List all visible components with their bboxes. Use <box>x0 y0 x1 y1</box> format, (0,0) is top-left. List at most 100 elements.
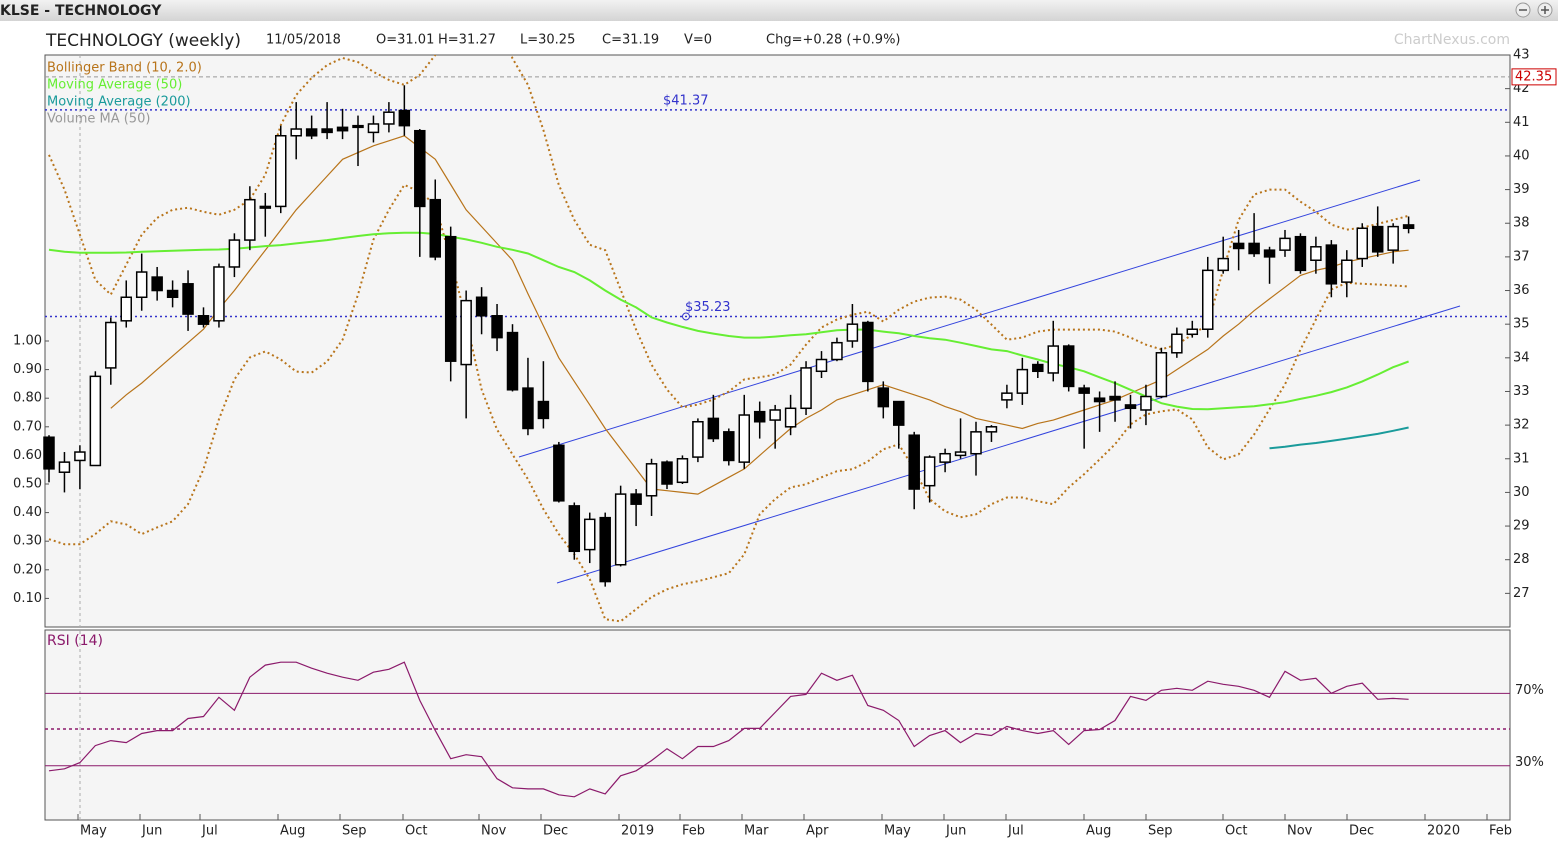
x-tick-label: Jun <box>945 824 966 839</box>
candle-body <box>1263 249 1276 258</box>
window-buttons[interactable] <box>1515 2 1553 18</box>
indicators <box>48 55 1409 623</box>
candle-body <box>321 128 333 134</box>
bollinger-lower <box>48 183 1409 623</box>
candle-body <box>1202 269 1214 330</box>
candle-body <box>584 518 596 551</box>
info-text: O=31.01 <box>376 33 434 48</box>
candle-body <box>1109 395 1121 401</box>
y2-tick-label: 0.90 <box>13 362 42 377</box>
candle-body <box>182 283 194 315</box>
candle-body <box>1140 395 1152 411</box>
x-tick-label: Oct <box>1225 824 1247 839</box>
candle-body <box>228 239 241 268</box>
x-tick-label: Feb <box>682 824 705 839</box>
y2-tick-label: 0.10 <box>13 591 42 606</box>
candle-body <box>1124 404 1137 410</box>
candle-body <box>661 461 673 485</box>
x-tick-label: Sep <box>1148 824 1173 839</box>
x-tick-label: Jul <box>201 824 218 839</box>
candle-body <box>444 235 457 362</box>
candle-body <box>630 493 642 505</box>
candle-body <box>135 271 148 299</box>
y-tick-label: 37 <box>1513 249 1530 264</box>
candle-body <box>1032 363 1044 373</box>
candle-body <box>707 417 720 440</box>
y2-tick-label: 0.60 <box>13 448 42 463</box>
candle-body <box>1186 328 1199 336</box>
candle-body <box>89 375 102 467</box>
candle-body <box>1001 392 1013 401</box>
candle-body <box>923 456 936 487</box>
candle-body <box>692 421 704 458</box>
y-tick-label: 43 <box>1513 48 1530 63</box>
info-text: 11/05/2018 <box>266 33 341 48</box>
y-tick-label: 31 <box>1513 451 1530 466</box>
price-line-label: $35.23 <box>685 300 731 315</box>
y2-tick-label: 0.20 <box>13 562 42 577</box>
y-tick-label: 33 <box>1513 384 1530 399</box>
bollinger-upper <box>48 55 1409 409</box>
candle-body <box>151 276 163 292</box>
bollinger-mid <box>110 135 1409 495</box>
y2-tick-label: 0.30 <box>13 534 42 549</box>
candle-body <box>893 400 905 426</box>
candle-body <box>290 128 302 137</box>
candle-body <box>800 367 812 410</box>
candle-body <box>815 358 828 373</box>
price-tag-label: 42.35 <box>1515 69 1552 84</box>
y-tick-label: 30 <box>1513 485 1530 500</box>
x-tick-label: Apr <box>806 824 829 839</box>
y-tick-label: 35 <box>1513 317 1530 332</box>
candle-body <box>275 135 287 208</box>
candle-body <box>1356 227 1368 260</box>
info-text: V=0 <box>684 33 712 48</box>
y-tick-label: 40 <box>1513 148 1530 163</box>
candle-body <box>908 434 920 490</box>
candle-body <box>568 505 581 553</box>
candle-body <box>985 426 998 433</box>
x-tick-label: Mar <box>744 824 769 839</box>
watermark: ChartNexus.com <box>1394 32 1510 48</box>
candle-body <box>1325 244 1338 285</box>
ma-line <box>1269 426 1409 450</box>
candle-body <box>738 414 750 463</box>
candle-body <box>475 296 488 317</box>
y2-tick-label: 0.50 <box>13 477 42 492</box>
candle-body <box>769 409 781 421</box>
candle-body <box>877 387 890 408</box>
candle-body <box>645 463 658 497</box>
x-tick-label: Nov <box>481 824 507 839</box>
candle-body <box>383 111 395 125</box>
rsi-title: RSI (14) <box>47 633 103 649</box>
candle-body <box>954 451 967 457</box>
info-text: Chg=+0.28 (+0.9%) <box>766 33 901 48</box>
candle-body <box>105 321 117 369</box>
x-tick-label: Oct <box>405 824 427 839</box>
candle-body <box>213 266 225 322</box>
y-tick-label: 41 <box>1513 115 1530 130</box>
candle-body <box>1016 368 1029 394</box>
candle-body <box>429 198 441 258</box>
candle-body <box>753 410 766 423</box>
rsi-tick-label: 70% <box>1515 683 1544 698</box>
candle-body <box>970 431 982 455</box>
candle-body <box>522 387 534 430</box>
candle-body <box>1062 345 1075 388</box>
y2-tick-label: 0.70 <box>13 419 42 434</box>
candle-body <box>336 126 349 132</box>
candle-body <box>259 205 272 209</box>
header: TECHNOLOGY (weekly) ChartNexus.com RSI (… <box>45 31 1510 649</box>
x-tick-label: Aug <box>280 824 305 839</box>
info-text: L=30.25 <box>520 33 575 48</box>
candle-body <box>1248 242 1260 255</box>
candle-body <box>1279 237 1291 251</box>
window-title: KLSE - TECHNOLOGY <box>0 3 162 19</box>
candle-body <box>120 296 132 322</box>
y-tick-label: 36 <box>1513 283 1530 298</box>
x-tick-label: May <box>884 824 911 839</box>
candle-body <box>506 331 519 391</box>
y-tick-label: 29 <box>1513 519 1530 534</box>
